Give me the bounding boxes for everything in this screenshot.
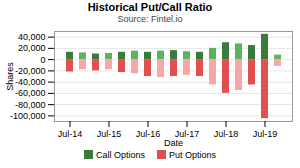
svg-text:Jul-15: Jul-15: [97, 129, 122, 139]
svg-text:Jul-14: Jul-14: [58, 129, 83, 139]
html-text:Call Options: Call Options: [96, 150, 145, 160]
svg-text:Jul-16: Jul-16: [136, 129, 161, 139]
svg-text:-100,000: -100,000: [10, 111, 46, 121]
svg-text:-20,000: -20,000: [15, 66, 46, 76]
svg-text:Jul-19: Jul-19: [253, 129, 278, 139]
svg-text:Jul-18: Jul-18: [214, 129, 239, 139]
svg-text:Shares: Shares: [5, 62, 15, 91]
html-text:Put Options: Put Options: [169, 150, 216, 160]
svg-text:0: 0: [40, 55, 45, 65]
svg-text:40,000: 40,000: [18, 32, 46, 42]
svg-text:-60,000: -60,000: [15, 88, 46, 98]
svg-text:20,000: 20,000: [18, 43, 46, 53]
html-text:Historical Put/Call Ratio: Historical Put/Call Ratio: [87, 1, 213, 13]
svg-text:Date: Date: [164, 138, 183, 148]
svg-text:-80,000: -80,000: [15, 100, 46, 110]
svg-text:Jul-17: Jul-17: [174, 128, 200, 139]
html-text:Source: Fintel.io: Source: Fintel.io: [117, 14, 183, 24]
svg-text:-40,000: -40,000: [15, 77, 46, 87]
